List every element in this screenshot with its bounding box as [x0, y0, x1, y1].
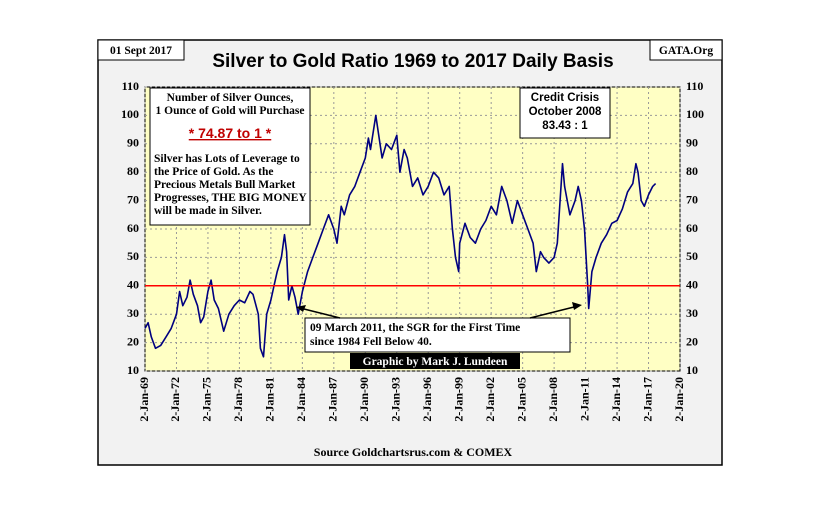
y-tick-label: 90 [127, 136, 139, 150]
box-heading: Number of Silver Ounces, [167, 92, 294, 104]
y-tick-label: 20 [127, 334, 139, 348]
x-tick-label: 2-Jan-90 [357, 377, 371, 422]
x-tick-label: 2-Jan-72 [168, 377, 182, 422]
crisis-note: 83.43 : 1 [542, 120, 588, 132]
x-tick-label: 2-Jan-81 [263, 377, 277, 422]
arrow-head [296, 305, 306, 312]
x-tick-label: 2-Jan-20 [672, 377, 686, 422]
arrow-head [572, 302, 582, 310]
credit: Graphic by Mark J. Lundeen [363, 356, 508, 368]
x-tick-label: 2-Jan-84 [294, 377, 308, 422]
y-tick-label: 80 [127, 164, 139, 178]
arrow [529, 305, 579, 319]
y-tick-label: 60 [127, 221, 139, 235]
chart-title: Silver to Gold Ratio 1969 to 2017 Daily … [212, 51, 613, 72]
x-tick-label: 2-Jan-05 [514, 377, 528, 422]
y-tick-label-right: 110 [686, 79, 703, 93]
x-tick-label: 2-Jan-17 [640, 377, 654, 422]
x-tick-label: 2-Jan-87 [326, 377, 340, 422]
y-tick-label-right: 20 [686, 334, 698, 348]
march-note: since 1984 Fell Below 40. [310, 336, 432, 348]
y-tick-label: 70 [127, 192, 139, 206]
y-tick-label: 40 [127, 278, 139, 292]
brand-box [649, 39, 723, 61]
date-box [97, 39, 185, 61]
x-tick-label: 2-Jan-02 [483, 377, 497, 422]
x-tick-label: 2-Jan-93 [389, 377, 403, 422]
y-tick-label-right: 40 [686, 278, 698, 292]
box-ratio: * 74.87 to 1 * [189, 125, 272, 141]
x-tick-label: 2-Jan-11 [577, 377, 591, 421]
box-heading: 1 Ounce of Gold will Purchase [156, 105, 305, 117]
y-tick-label-right: 10 [686, 363, 698, 377]
x-tick-label: 2-Jan-75 [200, 377, 214, 422]
crisis-note: October 2008 [529, 106, 602, 118]
date-label: 01 Sept 2017 [110, 45, 172, 57]
arrow [299, 307, 341, 319]
box-text: Silver has Lots of Leverage to [154, 153, 300, 165]
x-tick-label: 2-Jan-96 [420, 377, 434, 422]
box-text: the Price of Gold. As the [154, 166, 273, 178]
y-tick-label: 30 [127, 306, 139, 320]
march-box [304, 317, 571, 353]
x-tick-label: 2-Jan-08 [546, 377, 560, 422]
y-tick-label-right: 50 [686, 249, 698, 263]
y-tick-label: 10 [127, 363, 139, 377]
crisis-box [519, 87, 611, 139]
y-tick-label-right: 80 [686, 164, 698, 178]
y-tick-label: 110 [122, 79, 139, 93]
y-tick-label: 100 [121, 107, 139, 121]
y-tick-label-right: 100 [686, 107, 704, 121]
y-tick-label-right: 60 [686, 221, 698, 235]
x-tick-label: 2-Jan-78 [231, 377, 245, 422]
info-box [149, 87, 311, 226]
y-tick-label-right: 70 [686, 192, 698, 206]
y-tick-label: 50 [127, 249, 139, 263]
series-line [144, 114, 657, 358]
y-tick-label-right: 30 [686, 306, 698, 320]
x-tick-label: 2-Jan-69 [137, 377, 151, 422]
box-text: Precious Metals Bull Market [154, 179, 295, 191]
y-tick-label-right: 90 [686, 136, 698, 150]
credit-box [350, 353, 520, 369]
x-tick-label: 2-Jan-99 [451, 377, 465, 422]
crisis-note: Credit Crisis [531, 92, 599, 104]
source: Source Goldchartsrus.com & COMEX [314, 445, 513, 459]
brand: GATA.Org [659, 45, 713, 57]
x-tick-label: 2-Jan-14 [609, 377, 623, 422]
march-note: 09 March 2011, the SGR for the First Tim… [310, 322, 520, 334]
box-text: Progresses, THE BIG MONEY [154, 192, 307, 204]
box-text: will be made in Silver. [154, 205, 262, 217]
